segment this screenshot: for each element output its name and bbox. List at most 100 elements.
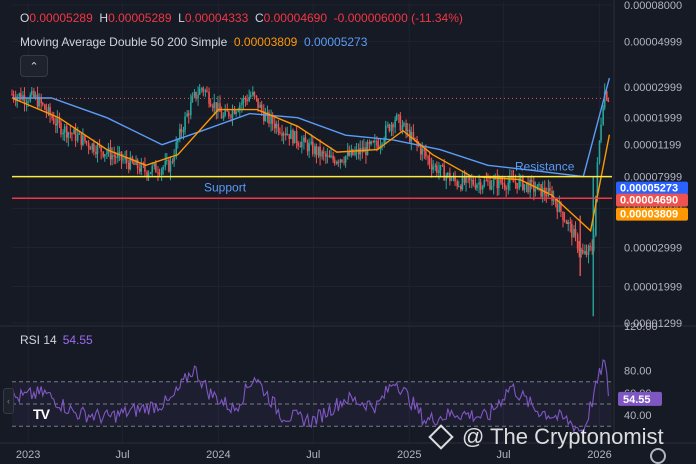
candle-body-195 bbox=[366, 141, 369, 156]
ma-fast-line bbox=[11, 97, 611, 233]
price-tag-2: 0.00003809 bbox=[620, 209, 678, 221]
candle-body-144 bbox=[273, 123, 276, 129]
candle-body-167 bbox=[315, 146, 318, 156]
candle-body-33 bbox=[71, 133, 73, 135]
candle-body-175 bbox=[330, 155, 332, 158]
candle-body-184 bbox=[346, 151, 349, 157]
candle-body-147 bbox=[279, 131, 281, 134]
candle-body-9 bbox=[27, 101, 29, 103]
candle-body-92 bbox=[179, 128, 181, 140]
candle-body-102 bbox=[197, 94, 199, 99]
candle-body-324 bbox=[602, 107, 604, 125]
candle-body-322 bbox=[598, 140, 601, 163]
candle-body-307 bbox=[571, 223, 573, 238]
close-value: 0.00004690 bbox=[263, 11, 328, 25]
candle-body-30 bbox=[65, 126, 68, 138]
candle-body-216 bbox=[405, 123, 407, 132]
pane-resize-handle[interactable]: ‹ bbox=[3, 388, 14, 414]
gear-icon[interactable] bbox=[650, 448, 666, 464]
candle-body-176 bbox=[332, 155, 334, 160]
candle-body-157 bbox=[297, 142, 299, 146]
candle-body-125 bbox=[239, 104, 241, 111]
candle-body-261 bbox=[487, 180, 489, 182]
candle-body-80 bbox=[157, 172, 159, 174]
candle-body-231 bbox=[432, 167, 434, 170]
candle-body-38 bbox=[80, 133, 83, 145]
candle-body-51 bbox=[103, 154, 106, 157]
candle-body-96 bbox=[186, 113, 188, 117]
candle-body-79 bbox=[155, 163, 157, 173]
candle-body-173 bbox=[326, 155, 329, 157]
candle-body-177 bbox=[333, 159, 336, 164]
candle-body-254 bbox=[474, 184, 477, 189]
candle-body-7 bbox=[23, 95, 26, 103]
candle-body-129 bbox=[246, 99, 248, 102]
high-label: H bbox=[99, 11, 109, 25]
candle-body-248 bbox=[463, 176, 466, 183]
candle-body-1 bbox=[12, 94, 15, 99]
candle-body-323 bbox=[600, 124, 602, 141]
candle-body-239 bbox=[446, 172, 449, 176]
candle-body-142 bbox=[270, 115, 272, 124]
candle-body-130 bbox=[248, 96, 250, 102]
candle-body-205 bbox=[384, 125, 387, 140]
ma-legend[interactable]: Moving Average Double 50 200 Simple 0.00… bbox=[20, 35, 367, 49]
time-tick-label-0: 2023 bbox=[16, 449, 40, 461]
candle-body-266 bbox=[496, 177, 499, 189]
candle-body-0 bbox=[11, 94, 13, 96]
candle-body-180 bbox=[339, 159, 342, 163]
candle-body-203 bbox=[381, 143, 383, 145]
candle-body-295 bbox=[549, 187, 551, 192]
candle-body-89 bbox=[173, 156, 175, 162]
candle-body-52 bbox=[106, 153, 108, 155]
rsi-legend[interactable]: RSI 14 54.55 bbox=[20, 333, 93, 347]
candle-body-230 bbox=[430, 164, 433, 170]
candle-body-119 bbox=[228, 111, 230, 117]
candle-body-274 bbox=[511, 176, 513, 179]
candle-body-63 bbox=[125, 157, 128, 163]
candle-body-171 bbox=[322, 151, 325, 154]
candle-body-73 bbox=[144, 165, 146, 172]
time-tick-label-1: Jul bbox=[115, 449, 129, 461]
price-tick-label-7: 0.00002999 bbox=[624, 243, 682, 255]
candle-body-206 bbox=[387, 124, 389, 126]
candle-body-149 bbox=[282, 133, 285, 136]
candle-body-105 bbox=[202, 88, 205, 92]
candle-body-70 bbox=[138, 168, 141, 172]
tradingview-logo[interactable]: TV bbox=[33, 406, 50, 422]
candle-body-315 bbox=[585, 251, 588, 255]
candle-body-75 bbox=[147, 173, 150, 177]
candle-body-101 bbox=[195, 91, 197, 99]
candle-body-211 bbox=[395, 114, 398, 120]
open-label: O bbox=[20, 11, 30, 25]
candle-body-59 bbox=[118, 151, 121, 154]
candle-body-28 bbox=[62, 132, 64, 135]
candle-body-19 bbox=[45, 109, 48, 113]
price-tag-bg-0 bbox=[616, 181, 688, 195]
candle-body-267 bbox=[498, 178, 500, 189]
candle-body-316 bbox=[587, 246, 590, 255]
candle-body-18 bbox=[44, 104, 46, 110]
candle-body-166 bbox=[314, 146, 316, 154]
candle-body-124 bbox=[237, 110, 240, 112]
candle-body-264 bbox=[492, 179, 495, 186]
candle-body-123 bbox=[235, 111, 237, 114]
candle-body-154 bbox=[292, 130, 294, 144]
time-tick-label-3: Jul bbox=[306, 449, 320, 461]
candle-body-253 bbox=[472, 180, 475, 185]
candle-body-237 bbox=[443, 165, 445, 181]
candle-body-244 bbox=[456, 181, 458, 187]
candle-body-29 bbox=[63, 126, 66, 133]
collapse-legend-button[interactable]: ⌃ bbox=[20, 55, 48, 77]
close-label: C bbox=[254, 11, 264, 25]
candle-body-98 bbox=[190, 102, 192, 116]
candle-body-204 bbox=[383, 139, 385, 144]
candle-body-40 bbox=[84, 135, 86, 142]
resistance-label: Resistance bbox=[515, 160, 575, 174]
candle-body-103 bbox=[198, 88, 201, 95]
price-tick-label-4: 0.00001199 bbox=[624, 140, 681, 152]
price-tick-label-5: 0.00007999 bbox=[624, 172, 682, 184]
candle-body-109 bbox=[209, 103, 212, 107]
candle-body-259 bbox=[483, 180, 486, 187]
